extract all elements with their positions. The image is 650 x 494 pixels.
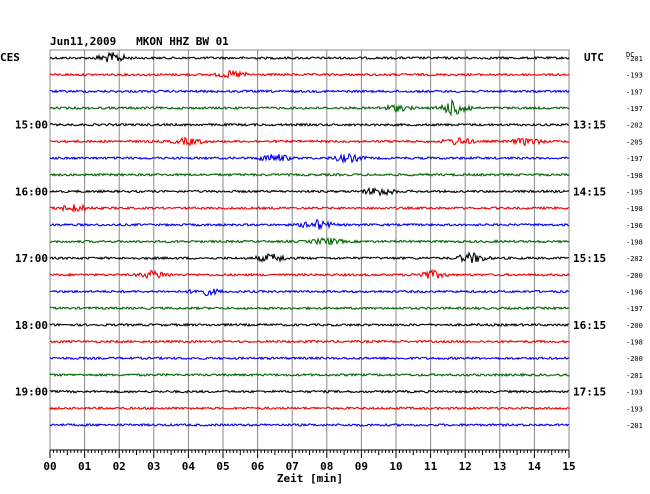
x-axis-label: Zeit [min]	[277, 472, 343, 485]
plot-frame	[49, 49, 570, 451]
x-tick-label: 03	[147, 460, 160, 473]
right-hour-label: 17:15	[573, 386, 606, 399]
trace-row-18	[49, 355, 570, 361]
trace-row-12	[49, 251, 570, 264]
dc-offset-label: -195	[626, 188, 643, 196]
dc-offset-label: -201	[626, 55, 643, 63]
dc-offset-label: -201	[626, 422, 643, 430]
right-hour-label: 13:15	[573, 119, 606, 132]
x-tick-label: 02	[113, 460, 126, 473]
x-tick-label: 11	[424, 460, 438, 473]
right-hour-label: 15:15	[573, 252, 606, 265]
dc-offset-label: -198	[626, 339, 643, 347]
trace-row-14	[49, 288, 570, 297]
trace-row-8	[49, 186, 570, 197]
trace-row-22	[49, 422, 570, 428]
trace-row-0	[49, 51, 570, 63]
trace-row-19	[49, 372, 570, 378]
seismic-traces	[49, 51, 570, 428]
x-tick-label: 10	[389, 460, 402, 473]
x-tick-label: 15	[562, 460, 575, 473]
dc-offset-label: -197	[626, 88, 643, 96]
trace-row-10	[49, 218, 570, 231]
trace-row-2	[49, 89, 570, 94]
x-tick-label: 04	[182, 460, 196, 473]
dc-offset-label: -193	[626, 405, 643, 413]
trace-row-1	[49, 70, 570, 79]
trace-row-15	[49, 305, 570, 311]
dc-offset-label: -193	[626, 389, 643, 397]
x-tick-label: 07	[286, 460, 299, 473]
dc-offset-label: -198	[626, 205, 643, 213]
grid-lines	[49, 49, 570, 451]
dc-offset-label: -200	[626, 355, 643, 363]
trace-row-4	[49, 122, 569, 128]
x-tick-label: 08	[320, 460, 333, 473]
left-hour-label: 18:00	[15, 319, 48, 332]
right-hour-label: 16:15	[573, 319, 606, 332]
left-hour-label: 17:00	[15, 252, 48, 265]
right-timezone-label: UTC	[584, 51, 604, 64]
trace-row-13	[49, 268, 570, 280]
x-tick-label: 09	[355, 460, 368, 473]
dc-offset-label: -196	[626, 289, 643, 297]
left-hour-label: 15:00	[15, 119, 48, 132]
dc-offset-label: -205	[626, 138, 643, 146]
trace-row-3	[49, 98, 570, 117]
trace-row-5	[49, 136, 570, 147]
left-hour-label: 16:00	[15, 185, 48, 198]
trace-row-6	[49, 152, 570, 164]
dc-offset-label: -202	[626, 255, 643, 263]
dc-offset-label: -198	[626, 238, 643, 246]
x-tick-label: 06	[251, 460, 265, 473]
trace-row-20	[49, 389, 570, 394]
dc-offset-label: -202	[626, 122, 643, 130]
dc-offset-label: -197	[626, 155, 643, 163]
axes: 00 01 02 03 04 05 06 07 08 09 10 11 12 13 14 15	[43, 449, 576, 473]
left-hour-label: 19:00	[15, 386, 48, 399]
chart-title: Jun11,2009 MKON HHZ BW 01	[50, 35, 229, 48]
left-timezone-label: CES	[0, 51, 20, 64]
x-tick-label: 01	[78, 460, 92, 473]
dc-offset-label: -200	[626, 272, 643, 280]
x-tick-label: 12	[459, 460, 472, 473]
dc-offset-label: -198	[626, 172, 643, 180]
right-hour-label: 14:15	[573, 185, 606, 198]
trace-row-21	[49, 406, 570, 411]
trace-row-16	[49, 322, 570, 328]
dc-offset-label: -197	[626, 105, 643, 113]
dc-offset-label: -200	[626, 322, 643, 330]
labels: -201 -193 -197 -197 -202 -205 -197 -198 -195 -198…	[15, 55, 643, 430]
dc-offset-label: -197	[626, 305, 643, 313]
x-tick-label: 14	[528, 460, 542, 473]
x-tick-label: 05	[216, 460, 229, 473]
x-tick-label: 00	[43, 460, 56, 473]
trace-row-9	[49, 203, 570, 214]
dc-offset-label: -193	[626, 72, 643, 80]
trace-row-7	[49, 172, 570, 177]
trace-row-17	[49, 339, 570, 344]
dc-header-label: DC	[626, 51, 634, 59]
dc-offset-label: -196	[626, 222, 643, 230]
trace-row-11	[49, 237, 570, 246]
x-tick-label: 13	[493, 460, 506, 473]
dc-offset-label: -201	[626, 372, 643, 380]
